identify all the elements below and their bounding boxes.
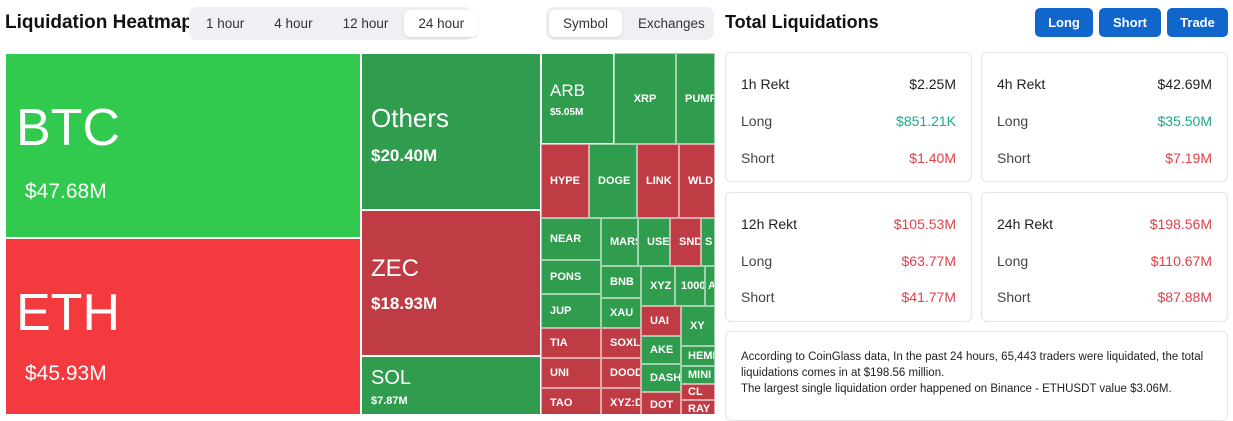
tile-arb-value: $5.05M [550,107,584,118]
tile-btc-symbol: BTC [16,99,120,157]
tile-mars[interactable]: MARS [601,218,638,266]
card-24h-long-label: Long [997,253,1029,269]
tile-sol[interactable]: SOL $7.87M [361,356,541,414]
tile-others[interactable]: Others $20.40M [361,53,541,210]
tile-eth-symbol: ETH [16,284,120,342]
card-24h-head: 24h Rekt [997,216,1054,232]
tile-tao[interactable]: TAO [541,388,601,414]
tile-others-symbol: Others [371,103,450,133]
tile-xyz[interactable]: XYZ [641,266,675,306]
tab-12-hour[interactable]: 12 hour [342,16,389,31]
card-24h-long-value: $110.67M [1150,253,1212,269]
card-24h-short-label: Short [997,289,1031,305]
tile-cl[interactable]: CL [681,384,715,400]
tab-symbol[interactable]: Symbol [549,10,623,37]
tile-soxl[interactable]: SOXL [601,328,641,358]
card-12h-total: $105.53M [893,216,956,232]
tile-hype[interactable]: HYPE [541,144,589,218]
tile-link[interactable]: LINK [637,144,679,218]
tile-pump[interactable]: PUMP [676,53,715,144]
card-24h-short-value: $87.88M [1157,289,1212,305]
card-1h-total: $2.25M [909,76,956,92]
tile-hemi[interactable]: HEMI [681,346,715,366]
card-4h-long-label: Long [997,113,1029,129]
tile-zec[interactable]: ZEC $18.93M [361,210,541,356]
tile-sol-symbol: SOL [371,367,412,389]
heatmap-title: Liquidation Heatmap [5,12,193,33]
tile-zec-value: $18.93M [371,294,438,313]
tile-sol-value: $7.87M [371,395,408,407]
card-12h-short-value: $41.77M [901,289,956,305]
tile-arb[interactable]: ARB $5.05M [541,53,614,144]
heatmap-treemap: BTC $47.68M ETH $45.93M Others $20.40M Z… [5,53,715,414]
tile-wld[interactable]: WLD [679,144,715,218]
liquidation-summary: According to CoinGlass data, In the past… [725,331,1228,421]
card-1h-rekt: 1h Rekt $2.25M Long $851.21K Short $1.40… [725,52,972,182]
tile-uai[interactable]: UAI [641,306,681,336]
card-1h-long-value: $851.21K [896,113,956,129]
card-1h-short-value: $1.40M [909,150,956,166]
tab-exchanges[interactable]: Exchanges [638,16,705,31]
card-1h-short-label: Short [741,150,775,166]
tile-eth[interactable]: ETH $45.93M [5,238,361,414]
tile-1000[interactable]: 1000 [675,266,705,306]
long-button[interactable]: Long [1035,8,1093,37]
tile-s[interactable]: S [701,218,715,266]
card-4h-head: 4h Rekt [997,76,1046,92]
tab-24-hour[interactable]: 24 hour [404,10,479,37]
short-button[interactable]: Short [1099,8,1161,37]
tile-doge[interactable]: DOGE [589,144,637,218]
tile-near[interactable]: NEAR [541,218,601,260]
tile-pons[interactable]: PONS [541,260,601,294]
tile-dot[interactable]: DOT [641,392,681,414]
card-4h-short-value: $7.19M [1165,150,1212,166]
card-4h-long-value: $35.50M [1157,113,1212,129]
tile-xrp[interactable]: XRP [614,53,676,144]
card-12h-long-label: Long [741,253,773,269]
tile-arb-symbol: ARB [550,81,585,100]
tile-mini[interactable]: MINI [681,366,715,384]
trade-button[interactable]: Trade [1167,8,1228,37]
tile-a[interactable]: A [705,266,715,306]
summary-line-1: According to CoinGlass data, In the past… [741,351,1204,379]
card-12h-head: 12h Rekt [741,216,798,232]
tile-tia[interactable]: TIA [541,328,601,358]
tile-dash[interactable]: DASH [641,364,681,392]
group-tabs: Symbol Exchanges [546,7,714,40]
tile-uni[interactable]: UNI [541,358,601,388]
card-12h-rekt: 12h Rekt $105.53M Long $63.77M Short $41… [725,192,972,322]
tile-btc[interactable]: BTC $47.68M [5,53,361,238]
tile-eth-value: $45.93M [25,362,107,385]
card-4h-total: $42.69M [1157,76,1212,92]
card-4h-rekt: 4h Rekt $42.69M Long $35.50M Short $7.19… [981,52,1228,182]
tile-dood[interactable]: DOOD [601,358,641,388]
tile-bnb[interactable]: BNB [601,266,641,298]
tab-1-hour[interactable]: 1 hour [206,16,245,31]
tile-usel[interactable]: USEL [638,218,670,266]
card-1h-head: 1h Rekt [741,76,790,92]
total-liquidations-title: Total Liquidations [725,12,879,32]
tile-xyz-d[interactable]: XYZ:D [601,388,641,414]
card-1h-long-label: Long [741,113,773,129]
tab-4-hour[interactable]: 4 hour [274,16,313,31]
card-12h-short-label: Short [741,289,775,305]
summary-line-2: The largest single liquidation order hap… [741,383,1172,395]
tile-ake[interactable]: AKE [641,336,681,364]
card-24h-rekt: 24h Rekt $198.56M Long $110.67M Short $8… [981,192,1228,322]
tile-jup[interactable]: JUP [541,294,601,328]
tile-zec-symbol: ZEC [371,255,419,282]
card-12h-long-value: $63.77M [901,253,956,269]
time-range-tabs: 1 hour 4 hour 12 hour 24 hour [189,7,479,40]
tile-ray[interactable]: RAY [681,400,715,414]
card-4h-short-label: Short [997,150,1031,166]
tile-xau[interactable]: XAU [601,298,641,328]
tile-sndi[interactable]: SNDI [670,218,701,266]
tile-btc-value: $47.68M [25,180,107,203]
card-24h-total: $198.56M [1149,216,1212,232]
tile-xy[interactable]: XY [681,306,715,346]
tile-others-value: $20.40M [371,146,438,165]
